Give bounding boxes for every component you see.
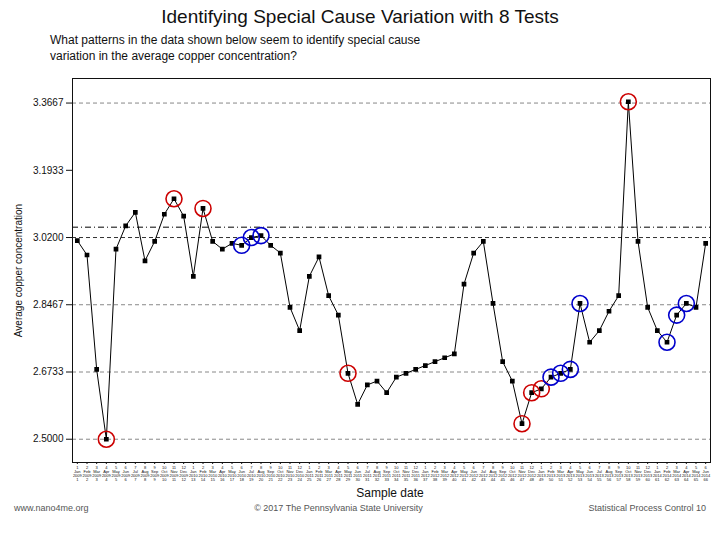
svg-text:1Jan201349: 1Jan201349 <box>537 465 547 482</box>
svg-text:9Sep20099: 9Sep20099 <box>150 465 160 482</box>
svg-text:9Sep201357: 9Sep201357 <box>614 465 624 482</box>
svg-text:3Mar201351: 3Mar201351 <box>556 465 566 482</box>
svg-text:8Aug201244: 8Aug201244 <box>489 465 499 482</box>
svg-text:3.3667: 3.3667 <box>33 97 64 108</box>
svg-text:3Mar201015: 3Mar201015 <box>208 465 218 482</box>
svg-text:3Mar20093: 3Mar20093 <box>92 465 102 482</box>
svg-text:6Jun20096: 6Jun20096 <box>121 465 131 482</box>
html-text:Sample date: Sample date <box>356 486 424 500</box>
svg-text:11Nov201135: 11Nov201135 <box>402 465 411 482</box>
svg-text:5May201353: 5May201353 <box>576 465 586 482</box>
svg-text:12Dec201136: 12Dec201136 <box>411 465 420 482</box>
svg-text:2.8467: 2.8467 <box>33 299 64 310</box>
svg-text:12Dec200912: 12Dec200912 <box>179 465 189 482</box>
svg-text:11Nov201359: 11Nov201359 <box>634 465 644 482</box>
svg-text:11Nov201023: 11Nov201023 <box>286 465 296 482</box>
svg-text:5May20095: 5May20095 <box>112 465 122 482</box>
html-text:Identifying Special Cause Vari: Identifying Special Cause Variation with… <box>161 6 559 27</box>
svg-text:5May201017: 5May201017 <box>228 465 238 482</box>
svg-text:1Jan20091: 1Jan20091 <box>73 465 83 482</box>
svg-text:5May201129: 5May201129 <box>344 465 353 482</box>
svg-text:3.0200: 3.0200 <box>33 232 64 243</box>
svg-text:11Nov200911: 11Nov200911 <box>170 465 180 482</box>
svg-text:Average copper concentration: Average copper concentration <box>13 204 24 337</box>
svg-text:4Apr201016: 4Apr201016 <box>218 465 228 482</box>
svg-text:7Jul201355: 7Jul201355 <box>595 465 605 482</box>
html-text:© 2017 The Pennsylvania State: © 2017 The Pennsylvania State University <box>254 503 423 513</box>
svg-text:1Jan201461: 1Jan201461 <box>653 465 663 482</box>
svg-text:7Jul20097: 7Jul20097 <box>131 465 141 482</box>
svg-text:2Feb201126: 2Feb201126 <box>315 465 324 482</box>
svg-text:11Nov201247: 11Nov201247 <box>518 465 528 482</box>
svg-text:8Aug201132: 8Aug201132 <box>373 465 382 482</box>
html-text:Statistical Process Control 10: Statistical Process Control 10 <box>588 503 706 513</box>
svg-text:3Mar201463: 3Mar201463 <box>672 465 682 482</box>
svg-text:4Apr201352: 4Apr201352 <box>566 465 576 482</box>
svg-text:7Jul201019: 7Jul201019 <box>247 465 257 482</box>
svg-text:1Jan201237: 1Jan201237 <box>421 465 431 482</box>
svg-text:2Feb201350: 2Feb201350 <box>547 465 557 482</box>
svg-text:2Feb201462: 2Feb201462 <box>663 465 673 482</box>
svg-text:2Feb20092: 2Feb20092 <box>83 465 93 482</box>
svg-text:3.1933: 3.1933 <box>33 165 64 176</box>
svg-text:10Oct201246: 10Oct201246 <box>508 465 518 482</box>
svg-text:12Dec201248: 12Dec201248 <box>527 465 537 482</box>
svg-text:1Jan201125: 1Jan201125 <box>305 465 314 482</box>
svg-text:12Dec201024: 12Dec201024 <box>295 465 305 482</box>
svg-text:3Mar201127: 3Mar201127 <box>324 465 333 482</box>
html-text:What patterns in the data show: What patterns in the data shown below se… <box>50 33 421 63</box>
svg-text:5May201241: 5May201241 <box>460 465 470 482</box>
svg-text:9Sep201021: 9Sep201021 <box>266 465 276 482</box>
svg-text:2Feb201238: 2Feb201238 <box>431 465 441 482</box>
svg-text:12Dec201360: 12Dec201360 <box>643 465 653 482</box>
svg-text:10Oct201358: 10Oct201358 <box>624 465 634 482</box>
svg-text:10Oct200910: 10Oct200910 <box>160 465 170 482</box>
svg-text:2.6733: 2.6733 <box>33 366 64 377</box>
svg-text:6Jun201354: 6Jun201354 <box>585 465 595 482</box>
svg-text:10Oct201134: 10Oct201134 <box>392 465 401 482</box>
svg-text:4Apr201240: 4Apr201240 <box>450 465 460 482</box>
svg-text:4Apr201464: 4Apr201464 <box>682 465 692 482</box>
svg-text:7Jul201131: 7Jul201131 <box>363 465 372 482</box>
svg-text:6Jun201018: 6Jun201018 <box>237 465 247 482</box>
svg-text:1Jan201013: 1Jan201013 <box>189 465 199 482</box>
svg-text:6Jun201466: 6Jun201466 <box>701 465 711 482</box>
svg-text:4Apr201128: 4Apr201128 <box>334 465 343 482</box>
svg-text:9Sep201245: 9Sep201245 <box>498 465 508 482</box>
svg-text:6Jun201130: 6Jun201130 <box>353 465 362 482</box>
svg-text:2.5000: 2.5000 <box>33 433 64 444</box>
html-text:www.nano4me.org: www.nano4me.org <box>14 503 89 513</box>
svg-text:8Aug20098: 8Aug20098 <box>141 465 151 482</box>
svg-text:8Aug201356: 8Aug201356 <box>605 465 615 482</box>
svg-text:9Sep201133: 9Sep201133 <box>382 465 391 482</box>
svg-text:4Apr20094: 4Apr20094 <box>102 465 112 482</box>
svg-text:8Aug201020: 8Aug201020 <box>257 465 267 482</box>
svg-text:2Feb201014: 2Feb201014 <box>199 465 209 482</box>
svg-text:3Mar201239: 3Mar201239 <box>440 465 450 482</box>
svg-text:10Oct201022: 10Oct201022 <box>276 465 286 482</box>
svg-text:7Jul201243: 7Jul201243 <box>479 465 489 482</box>
svg-text:5May201465: 5May201465 <box>692 465 702 482</box>
svg-text:6Jun201242: 6Jun201242 <box>469 465 479 482</box>
